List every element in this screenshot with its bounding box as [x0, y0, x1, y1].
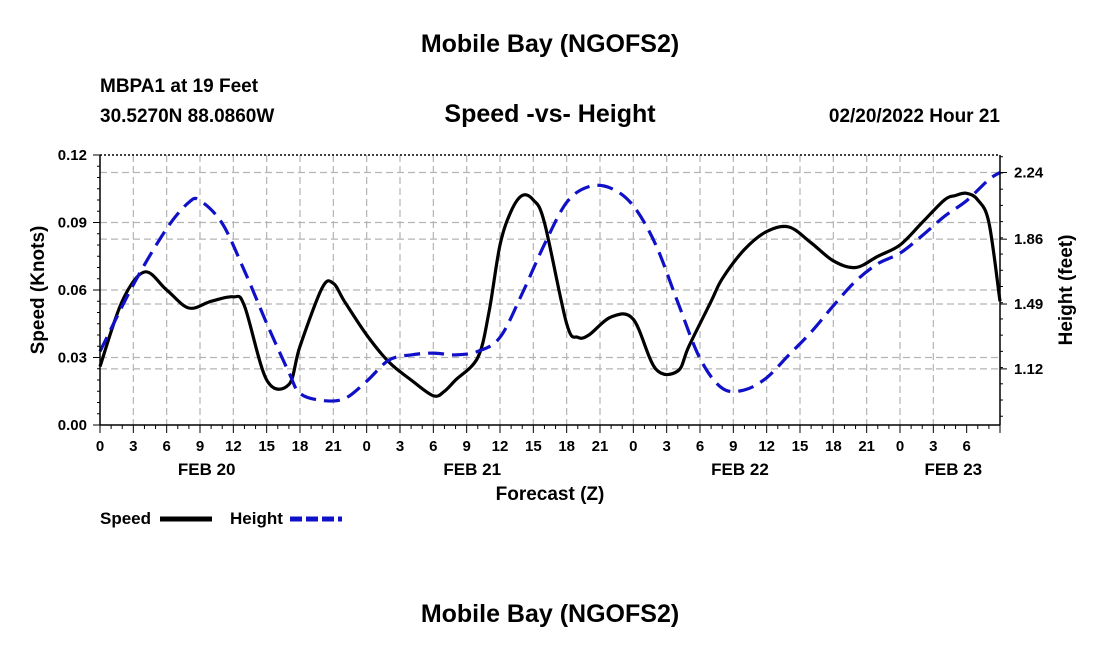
y2-axis-title: Height (feet) — [1056, 235, 1077, 346]
station-label: MBPA1 at 19 Feet — [100, 76, 259, 97]
date-label: FEB 20 — [178, 460, 236, 479]
x-tick-label: 3 — [929, 438, 937, 455]
x-tick-label: 12 — [225, 438, 242, 455]
x-tick-label: 21 — [858, 438, 875, 455]
series-line-height — [98, 171, 1001, 403]
y2-tick-label: 2.24 — [1014, 165, 1044, 182]
y-axis-title: Speed (Knots) — [28, 226, 49, 355]
x-tick-label: 0 — [896, 438, 904, 455]
x-tick-label: 18 — [825, 438, 842, 455]
y2-tick-label: 1.49 — [1014, 296, 1043, 313]
x-tick-label: 3 — [396, 438, 404, 455]
x-tick-label: 3 — [129, 438, 137, 455]
y2-tick-label: 1.86 — [1014, 231, 1043, 248]
x-tick-label: 18 — [558, 438, 575, 455]
x-tick-label: 15 — [792, 438, 809, 455]
axes — [93, 154, 1007, 433]
x-tick-label: 12 — [492, 438, 509, 455]
y-tick-label: 0.00 — [58, 417, 87, 434]
legend: Speed Height — [100, 509, 342, 528]
chart-title: Mobile Bay (NGOFS2) — [420, 30, 680, 58]
axis-labels: 0 3 6 9 12 15 18 21 0 3 6 9 12 15 18 21 0 3 6 9 12 15 18 21 0 3 6 0… — [28, 147, 1077, 505]
legend-label-speed: Speed — [100, 509, 151, 528]
x-tick-label: 6 — [429, 438, 437, 455]
x-tick-label: 9 — [729, 438, 737, 455]
x-tick-label: 21 — [592, 438, 609, 455]
x-tick-label: 18 — [292, 438, 309, 455]
date-label: FEB 22 — [711, 460, 769, 479]
grid — [100, 155, 1000, 425]
x-tick-label: 9 — [462, 438, 470, 455]
y-tick-label: 0.06 — [58, 282, 87, 299]
chart-subtitle: Speed -vs- Height — [444, 100, 656, 128]
y2-tick-label: 1.12 — [1014, 361, 1043, 378]
y-tick-label: 0.09 — [58, 215, 87, 232]
date-label: FEB 23 — [925, 460, 983, 479]
x-tick-label: 21 — [325, 438, 342, 455]
series-layer — [98, 171, 1002, 403]
x-tick-label: 6 — [162, 438, 170, 455]
legend-label-height: Height — [230, 509, 283, 528]
x-tick-label: 3 — [662, 438, 670, 455]
y-tick-label: 0.03 — [58, 350, 87, 367]
x-tick-label: 6 — [962, 438, 970, 455]
series-line-speed — [98, 191, 1002, 398]
x-tick-label: 12 — [758, 438, 775, 455]
y-tick-label: 0.12 — [58, 147, 87, 164]
forecast-datetime: 02/20/2022 Hour 21 — [828, 106, 1000, 127]
x-tick-label: 15 — [525, 438, 542, 455]
footer-title: Mobile Bay (NGOFS2) — [420, 600, 680, 628]
x-tick-label: 6 — [696, 438, 704, 455]
x-tick-label: 9 — [196, 438, 204, 455]
x-axis-title: Forecast (Z) — [496, 484, 605, 505]
date-label: FEB 21 — [443, 460, 501, 479]
x-tick-label: 0 — [96, 438, 104, 455]
x-tick-label: 15 — [258, 438, 275, 455]
coordinates-label: 30.5270N 88.0860W — [100, 106, 275, 127]
x-tick-label: 0 — [629, 438, 637, 455]
x-tick-label: 0 — [362, 438, 370, 455]
